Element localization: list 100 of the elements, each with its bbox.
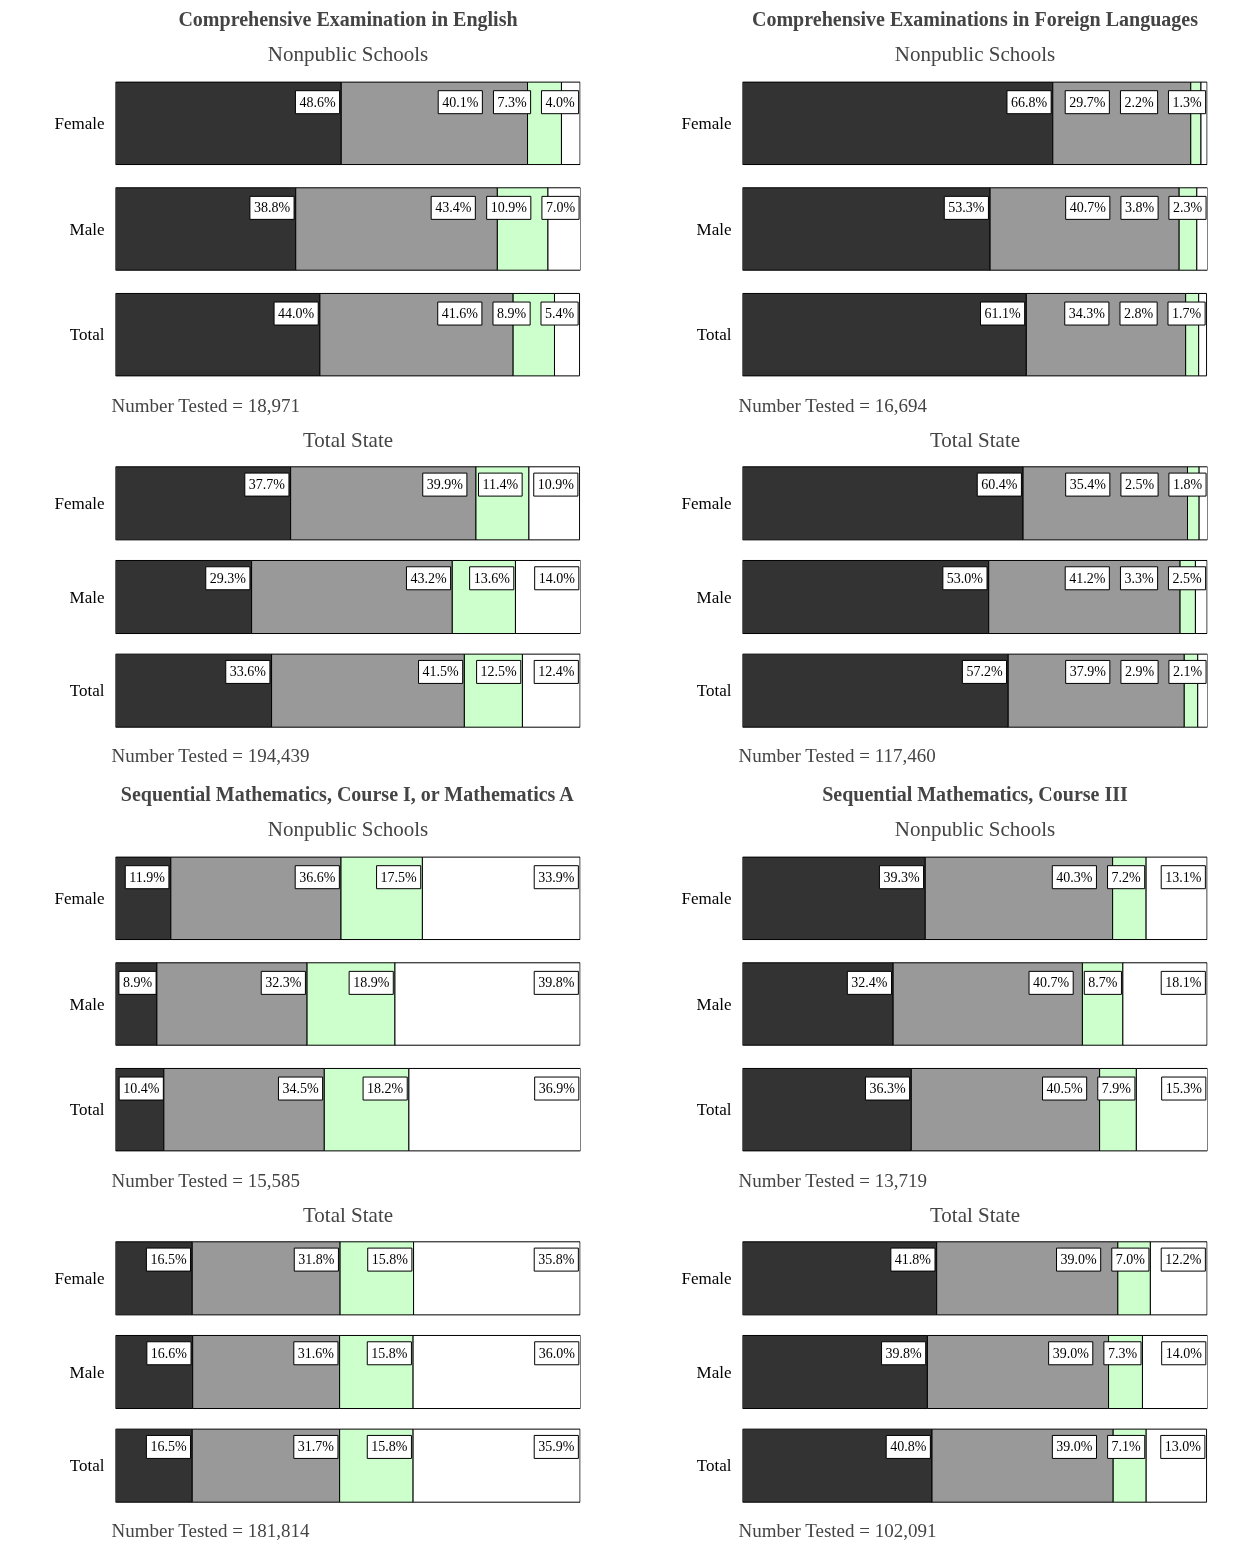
data-label: 2.5% xyxy=(1172,570,1202,586)
data-label: 16.5% xyxy=(150,1252,187,1268)
data-label: 33.9% xyxy=(538,869,575,885)
data-label: 7.3% xyxy=(1107,1345,1138,1361)
data-label: 35.4% xyxy=(1069,477,1107,493)
data-label: 53.0% xyxy=(946,570,984,586)
data-label: 66.8% xyxy=(1010,94,1048,110)
data-label: 3.3% xyxy=(1124,570,1154,586)
data-label: 11.9% xyxy=(129,869,166,885)
data-label: 29.7% xyxy=(1069,94,1106,110)
data-label: 36.6% xyxy=(299,869,336,885)
data-label: 39.8% xyxy=(885,1345,923,1361)
y-tick-label: Female xyxy=(54,1268,105,1288)
data-label: 40.7% xyxy=(1069,200,1107,216)
data-label: 2.5% xyxy=(1124,477,1155,493)
text: Number Tested = 102,091 xyxy=(738,1519,937,1541)
data-label: 48.6% xyxy=(299,94,336,110)
data-label: 18.1% xyxy=(1165,975,1202,991)
data-label: 17.5% xyxy=(380,869,418,885)
data-label: 13.0% xyxy=(1164,1439,1202,1455)
text: Number Tested = 194,439 xyxy=(111,744,310,766)
data-label: 5.4% xyxy=(544,306,575,322)
chart-title: Sequential Mathematics, Course I, or Mathematics A xyxy=(120,782,575,806)
data-label: 13.1% xyxy=(1165,869,1202,885)
data-label: 15.8% xyxy=(371,1345,408,1361)
data-label: 7.0% xyxy=(545,200,576,216)
data-label: 40.7% xyxy=(1033,975,1070,991)
text: Number Tested = 13,719 xyxy=(738,1169,927,1191)
data-label: 31.6% xyxy=(297,1345,335,1361)
data-label: 16.5% xyxy=(150,1439,187,1455)
data-label: 34.5% xyxy=(282,1081,319,1097)
data-label: 35.9% xyxy=(538,1439,575,1455)
data-label: 39.3% xyxy=(883,869,920,885)
data-label: 39.0% xyxy=(1052,1345,1090,1361)
text: Number Tested = 18,971 xyxy=(111,394,300,416)
y-tick-label: Total xyxy=(69,1456,105,1476)
y-tick-label: Total xyxy=(69,325,105,345)
data-label: 43.2% xyxy=(410,570,447,586)
data-label: 31.7% xyxy=(297,1439,335,1455)
data-label: 34.3% xyxy=(1068,306,1106,322)
data-label: 15.8% xyxy=(371,1439,408,1455)
data-label: 2.9% xyxy=(1124,664,1155,680)
data-label: 4.0% xyxy=(545,94,575,110)
data-label: 44.0% xyxy=(278,306,315,322)
chart-subtitle: Nonpublic Schools xyxy=(894,816,1056,841)
data-label: 38.8% xyxy=(253,200,291,216)
text: Number Tested = 16,694 xyxy=(738,394,928,416)
data-label: 60.4% xyxy=(981,477,1018,493)
data-label: 7.3% xyxy=(497,94,527,110)
y-tick-label: Male xyxy=(69,1362,105,1382)
data-label: 40.8% xyxy=(890,1439,927,1455)
data-label: 31.8% xyxy=(298,1252,335,1268)
data-label: 36.9% xyxy=(538,1081,576,1097)
y-tick-label: Total xyxy=(69,681,105,701)
data-label: 61.1% xyxy=(984,306,1021,322)
data-label: 2.8% xyxy=(1123,306,1154,322)
data-label: 2.3% xyxy=(1172,200,1203,216)
data-label: 57.2% xyxy=(966,664,1003,680)
y-tick-label: Male xyxy=(696,994,732,1014)
chart-title: Sequential Mathematics, Course III xyxy=(822,782,1128,806)
data-label: 14.0% xyxy=(538,570,576,586)
text: Number Tested = 15,585 xyxy=(111,1169,300,1191)
text: Number Tested = 181,814 xyxy=(111,1519,310,1541)
data-label: 7.0% xyxy=(1115,1252,1146,1268)
data-label: 13.6% xyxy=(473,570,511,586)
y-tick-label: Female xyxy=(54,888,105,908)
y-tick-label: Female xyxy=(54,113,105,133)
chart-title: Comprehensive Examinations in Foreign Languages xyxy=(752,7,1199,31)
data-label: 39.9% xyxy=(426,477,464,493)
data-label: 39.0% xyxy=(1056,1439,1093,1455)
data-label: 12.4% xyxy=(538,664,575,680)
y-tick-label: Female xyxy=(681,113,732,133)
data-label: 43.4% xyxy=(435,200,472,216)
data-label: 41.8% xyxy=(894,1252,932,1268)
chart-title: Total State xyxy=(929,1202,1021,1227)
data-label: 37.9% xyxy=(1069,664,1107,680)
chart-title: Total State xyxy=(929,427,1021,452)
data-label: 36.0% xyxy=(538,1345,576,1361)
data-label: 41.5% xyxy=(422,664,460,680)
data-label: 32.4% xyxy=(851,975,888,991)
y-tick-label: Female xyxy=(681,1268,732,1288)
y-tick-label: Total xyxy=(696,1100,732,1120)
y-tick-label: Male xyxy=(696,219,732,239)
data-label: 1.7% xyxy=(1171,306,1202,322)
data-label: 7.1% xyxy=(1111,1439,1142,1455)
data-label: 40.5% xyxy=(1046,1081,1084,1097)
y-tick-label: Total xyxy=(69,1100,105,1120)
data-label: 15.3% xyxy=(1165,1081,1203,1097)
data-label: 1.3% xyxy=(1172,94,1202,110)
data-label: 16.6% xyxy=(150,1345,188,1361)
data-label: 29.3% xyxy=(209,570,247,586)
text: Number Tested = 117,460 xyxy=(738,744,936,766)
y-tick-label: Female xyxy=(54,493,105,513)
data-label: 53.3% xyxy=(948,200,985,216)
data-label: 15.8% xyxy=(371,1252,409,1268)
chart-title: Comprehensive Examination in English xyxy=(178,7,518,31)
data-label: 12.2% xyxy=(1165,1252,1202,1268)
data-label: 2.1% xyxy=(1172,664,1203,680)
data-label: 37.7% xyxy=(248,477,286,493)
y-tick-label: Male xyxy=(696,587,732,607)
